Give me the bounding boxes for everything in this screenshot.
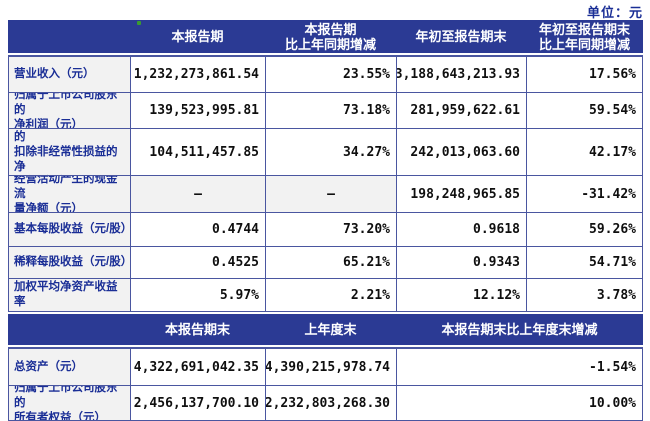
value-cell-dash: – — [131, 176, 266, 212]
value-cell: 34.27% — [266, 129, 397, 175]
table2-header-period-end: 本报告期末 — [164, 322, 230, 337]
value-cell: 281,959,622.61 — [397, 93, 527, 128]
table2-header-prior-year-end: 上年度末 — [304, 322, 357, 337]
table-row-operating-revenue: 营业收入（元） 1,232,273,861.54 23.55% 3,188,64… — [9, 57, 642, 93]
table2-header-change: 本报告期末比上年度末增减 — [441, 322, 598, 337]
table1-body: 营业收入（元） 1,232,273,861.54 23.55% 3,188,64… — [8, 55, 643, 312]
value-cell: 0.9343 — [397, 247, 527, 278]
unit-label: 单位：元 — [586, 5, 643, 20]
value-cell: 4,322,691,042.35 — [131, 349, 266, 385]
row-label: 归属于上市公司股东的 扣除非经常性损益的净 利润（元） — [9, 129, 131, 175]
table2-body: 总资产（元） 4,322,691,042.35 4,390,215,978.74… — [8, 347, 643, 421]
value-cell: 5.97% — [131, 279, 266, 311]
value-cell: 0.4744 — [131, 213, 266, 246]
table-row-total-assets: 总资产（元） 4,322,691,042.35 4,390,215,978.74… — [9, 349, 642, 386]
value-cell: 3.78% — [527, 279, 642, 311]
table1-header-row: 本报告期 本报告期 比上年同期增减 年初至报告期末 年初至报告期末 比上年同期增… — [8, 20, 643, 53]
table1-header-yoy-change: 本报告期 比上年同期增减 — [284, 21, 376, 52]
value-cell: 0.9618 — [397, 213, 527, 246]
value-cell-dash: – — [266, 176, 397, 212]
value-cell: 54.71% — [527, 247, 642, 278]
table-row-net-profit: 归属于上市公司股东的 净利润（元） 139,523,995.81 73.18% … — [9, 93, 642, 129]
row-label: 基本每股收益（元/股） — [9, 213, 131, 246]
value-cell: 242,013,063.60 — [397, 129, 527, 175]
row-label: 加权平均净资产收益率 — [9, 279, 131, 311]
table2-header-spacer — [8, 314, 130, 345]
value-cell: 12.12% — [397, 279, 527, 311]
table2-header-row: 本报告期末 上年度末 本报告期末比上年度末增减 — [8, 314, 643, 345]
value-cell: 104,511,457.85 — [131, 129, 266, 175]
row-label: 总资产（元） — [9, 349, 131, 385]
value-cell: 1,232,273,861.54 — [131, 57, 266, 92]
value-cell: 2,232,803,268.30 — [266, 386, 397, 420]
value-cell: 23.55% — [266, 57, 397, 92]
value-cell: 3,188,643,213.93 — [397, 57, 527, 92]
table-row-operating-cash-flow: 经营活动产生的现金流 量净额（元） – – 198,248,965.85 -31… — [9, 176, 642, 213]
table-row-diluted-eps: 稀释每股收益（元/股） 0.4525 65.21% 0.9343 54.71% — [9, 247, 642, 279]
value-cell: 2,456,137,700.10 — [131, 386, 266, 420]
table1-header-spacer — [8, 20, 130, 53]
table1-header-ytd: 年初至报告期末 — [415, 29, 507, 44]
table1-header-ytd-yoy-change: 年初至报告期末 比上年同期增减 — [538, 21, 630, 52]
value-cell: 4,390,215,978.74 — [266, 349, 397, 385]
stray-green-mark — [137, 21, 141, 25]
value-cell: 59.54% — [527, 93, 642, 128]
row-label: 经营活动产生的现金流 量净额（元） — [9, 176, 131, 212]
value-cell: 65.21% — [266, 247, 397, 278]
value-cell: 0.4525 — [131, 247, 266, 278]
value-cell: 198,248,965.85 — [397, 176, 527, 212]
balance-summary-table: 本报告期末 上年度末 本报告期末比上年度末增减 总资产（元） 4,322,691… — [8, 314, 643, 421]
table-row-net-profit-excl-nonrecurring: 归属于上市公司股东的 扣除非经常性损益的净 利润（元） 104,511,457.… — [9, 129, 642, 176]
value-cell: 73.18% — [266, 93, 397, 128]
value-cell: -1.54% — [397, 349, 642, 385]
value-cell: 73.20% — [266, 213, 397, 246]
value-cell: 42.17% — [527, 129, 642, 175]
table-row-basic-eps: 基本每股收益（元/股） 0.4744 73.20% 0.9618 59.26% — [9, 213, 642, 247]
value-cell: 17.56% — [527, 57, 642, 92]
table1-header-current-period: 本报告期 — [171, 29, 224, 44]
row-label: 归属于上市公司股东的 所有者权益（元） — [9, 386, 131, 420]
value-cell: 59.26% — [527, 213, 642, 246]
table-row-owners-equity: 归属于上市公司股东的 所有者权益（元） 2,456,137,700.10 2,2… — [9, 386, 642, 420]
row-label: 稀释每股收益（元/股） — [9, 247, 131, 278]
value-cell: 10.00% — [397, 386, 642, 420]
table-row-weighted-avg-roe: 加权平均净资产收益率 5.97% 2.21% 12.12% 3.78% — [9, 279, 642, 311]
value-cell: 2.21% — [266, 279, 397, 311]
row-label: 营业收入（元） — [9, 57, 131, 92]
quarterly-summary-table: 本报告期 本报告期 比上年同期增减 年初至报告期末 年初至报告期末 比上年同期增… — [8, 20, 643, 312]
value-cell: -31.42% — [527, 176, 642, 212]
row-label: 归属于上市公司股东的 净利润（元） — [9, 93, 131, 128]
value-cell: 139,523,995.81 — [131, 93, 266, 128]
